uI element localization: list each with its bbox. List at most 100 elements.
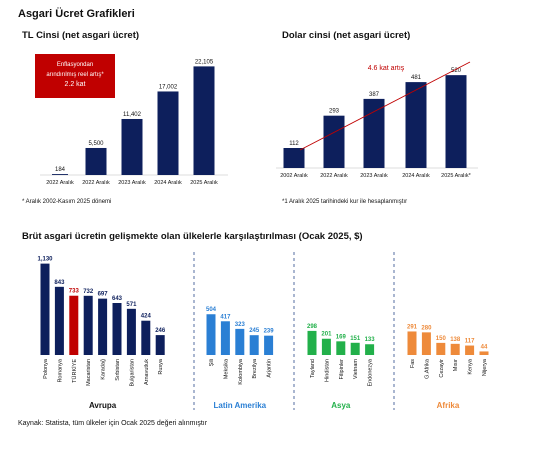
usd-tick-label: 2002 Aralık	[280, 173, 308, 179]
usd-value-label: 112	[289, 141, 299, 147]
comparison-bar	[40, 263, 50, 355]
comparison-bar	[141, 320, 151, 355]
group-label: Asya	[331, 401, 351, 410]
tl-tick-label: 2025 Aralık	[190, 180, 218, 186]
comparison-bar	[479, 351, 489, 355]
comparison-bar	[465, 345, 475, 355]
tl-tick-label: 2024 Aralık	[154, 180, 182, 186]
comparison-bar	[336, 341, 346, 355]
comparison-bar	[126, 308, 136, 355]
tl-tick-label: 2022 Aralık	[46, 180, 74, 186]
tl-annotation-text: Enflasyondan	[57, 62, 93, 68]
comparison-value-label: 697	[98, 292, 109, 298]
usd-annotation: 4.6 kat artış	[368, 65, 405, 72]
comparison-value-label: 298	[307, 324, 318, 330]
comparison-value-label: 732	[83, 289, 94, 295]
comparison-value-label: 150	[436, 336, 447, 342]
comparison-value-label: 133	[365, 337, 376, 343]
comparison-tick-label: Tayland	[310, 359, 316, 378]
usd-bar	[363, 98, 385, 168]
comparison-value-label: 1,130	[37, 257, 53, 263]
tl-chart-footnote: * Aralık 2002-Kasım 2025 dönemi	[22, 199, 112, 205]
comparison-value-label: 280	[421, 325, 432, 331]
comparison-value-label: 417	[220, 314, 231, 320]
comparison-value-label: 291	[407, 324, 418, 330]
source-note: Kaynak: Statista, tüm ülkeler için Ocak …	[18, 420, 208, 427]
comparison-tick-label: Mısır	[453, 359, 459, 371]
comparison-bar	[112, 303, 122, 355]
comparison-bar	[155, 335, 165, 355]
tl-tick-label: 2022 Aralık	[82, 180, 110, 186]
comparison-tick-label: G.Afrika	[424, 358, 430, 379]
usd-value-label: 520	[451, 68, 462, 74]
tl-annotation-box	[35, 54, 115, 98]
comparison-value-label: 843	[54, 280, 65, 286]
tl-bar	[157, 91, 179, 175]
usd-bar	[445, 75, 467, 168]
tl-value-label: 11,402	[123, 112, 142, 118]
tl-chart-title: TL Cinsi (net asgari ücret)	[22, 30, 140, 41]
comparison-bar	[307, 330, 317, 355]
comparison-value-label: 643	[112, 296, 123, 302]
comparison-value-label: 201	[321, 332, 332, 338]
comparison-tick-label: TÜRKİYE	[71, 359, 78, 383]
comparison-bar	[235, 328, 245, 355]
tl-bar	[85, 147, 107, 175]
comparison-bar	[407, 331, 417, 355]
tl-value-label: 22,105	[195, 59, 214, 65]
comparison-tick-label: Kolombiya	[238, 358, 244, 385]
comparison-tick-label: Romanya	[57, 358, 63, 382]
comparison-bar	[436, 342, 446, 355]
comparison-tick-label: Vietnam	[353, 359, 359, 379]
usd-tick-label: 2022 Aralık	[320, 173, 348, 179]
comparison-value-label: 138	[450, 337, 461, 343]
comparison-bar	[54, 286, 64, 355]
comparison-tick-label: Hindistan	[324, 359, 330, 382]
comparison-bar	[249, 335, 259, 355]
comparison-tick-label: Brezilya	[252, 358, 258, 379]
comparison-tick-label: Arnavutluk	[144, 359, 150, 385]
comparison-value-label: 504	[206, 307, 217, 313]
usd-tick-label: 2024 Aralık	[402, 173, 430, 179]
comparison-value-label: 571	[126, 302, 137, 308]
comparison-bar	[450, 343, 460, 355]
comparison-value-label: 239	[264, 329, 275, 335]
tl-value-label: 5,500	[88, 141, 104, 147]
comparison-tick-label: Kenya	[468, 358, 474, 375]
tl-bar	[52, 174, 68, 175]
page-title: Asgari Ücret Grafikleri	[18, 8, 135, 20]
usd-tick-label: 2025 Aralık*	[441, 173, 472, 179]
comparison-bar	[206, 314, 216, 355]
group-label: Afrika	[437, 401, 460, 410]
comparison-value-label: 169	[336, 334, 347, 340]
comparison-tick-label: Karadağ	[101, 359, 107, 380]
tl-annotation-text: 2.2 kat	[64, 81, 85, 88]
comparison-tick-label: Arjantin	[267, 359, 273, 378]
comparison-tick-label: Filipinler	[339, 359, 345, 380]
group-label: Avrupa	[89, 401, 117, 410]
tl-annotation-text: arındırılmış reel artış*	[46, 72, 104, 78]
comparison-value-label: 151	[350, 336, 361, 342]
usd-value-label: 293	[329, 109, 340, 115]
comparison-bar	[321, 338, 331, 355]
comparison-bar	[220, 321, 230, 355]
usd-chart-title: Dolar cinsi (net asgari ücret)	[282, 30, 411, 41]
comparison-tick-label: Meksika	[223, 358, 229, 379]
comparison-tick-label: Bulgaristan	[129, 359, 135, 387]
comparison-bar	[69, 295, 79, 355]
usd-bar	[283, 148, 305, 168]
comparison-value-label: 246	[155, 328, 166, 334]
usd-bar	[323, 115, 345, 168]
usd-tick-label: 2023 Aralık	[360, 173, 388, 179]
tl-bar	[121, 118, 143, 175]
tl-value-label: 184	[55, 167, 66, 173]
tl-tick-label: 2023 Aralık	[118, 180, 146, 186]
comparison-bar	[264, 335, 274, 355]
comparison-value-label: 733	[69, 289, 80, 295]
comparison-tick-label: Endonezya	[368, 358, 374, 386]
comparison-bar	[98, 298, 108, 355]
usd-trend-line	[299, 61, 471, 151]
comparison-chart-title: Brüt asgari ücretin gelişmekte olan ülke…	[22, 231, 363, 242]
usd-value-label: 481	[411, 75, 422, 81]
